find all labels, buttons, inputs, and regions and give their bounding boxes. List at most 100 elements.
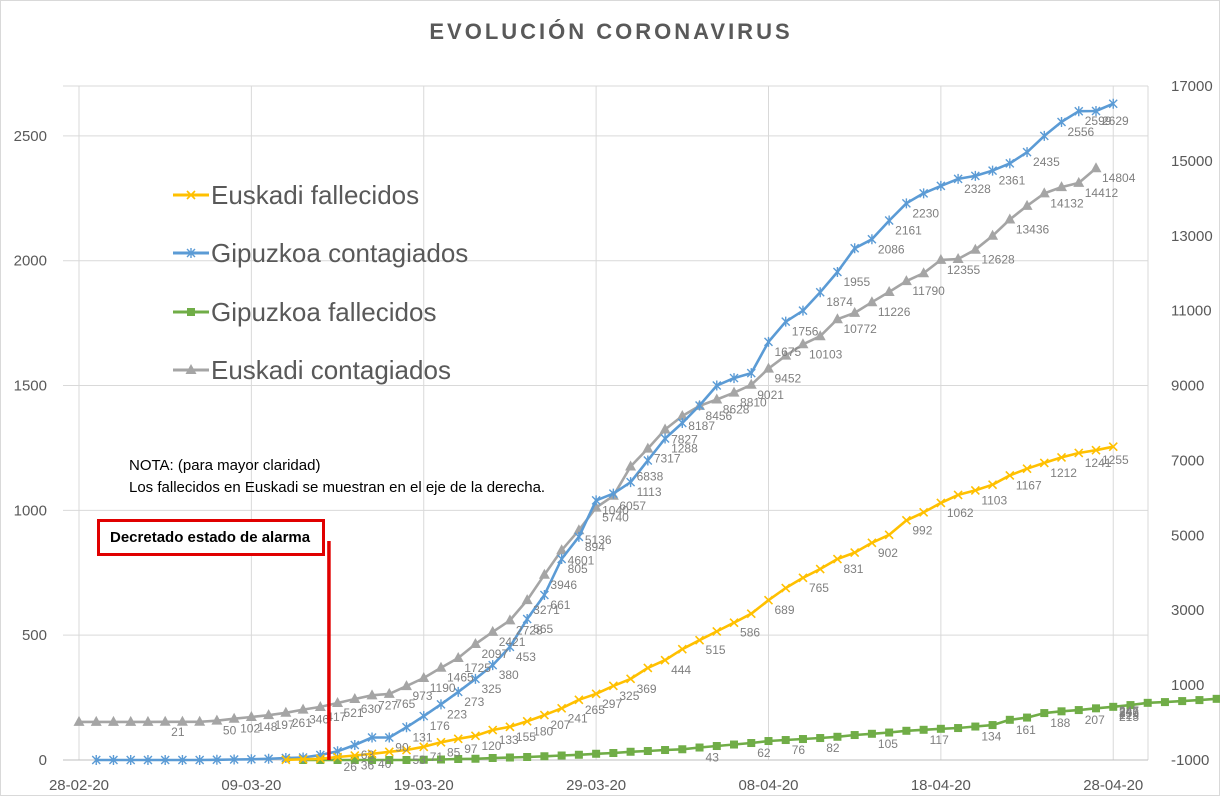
gipuzkoa-fallecidos-data-label: 117 [930,733,949,747]
euskadi-contagiados-data-label: 9452 [774,372,801,386]
euskadi-contagiados-data-label: 521 [344,706,364,720]
gipuzkoa-contagiados-point [126,755,136,765]
euskadi-fallecidos-point [988,480,998,490]
euskadi-fallecidos-data-label: 71 [430,750,444,764]
euskadi-contagiados-point [452,651,464,662]
y-left-tick-label: 2000 [14,253,47,270]
gipuzkoa-contagiados-point [695,400,705,411]
gipuzkoa-fallecidos-point [1057,707,1066,716]
euskadi-contagiados-point [504,614,516,625]
euskadi-contagiados-point [728,386,740,397]
gipuzkoa-contagiados-point [884,215,894,226]
euskadi-fallecidos-data-label: 297 [602,697,622,711]
gipuzkoa-fallecidos-point [436,755,445,764]
gipuzkoa-fallecidos-point [643,747,652,756]
euskadi-contagiados-point [211,714,223,725]
euskadi-contagiados-data-label: 8187 [688,419,715,433]
euskadi-fallecidos-point [712,626,722,637]
legend-label-euskadi-fallecidos: Euskadi fallecidos [211,180,419,210]
gipuzkoa-contagiados-data-label: 2556 [1068,125,1095,139]
gipuzkoa-fallecidos-point [885,728,894,737]
legend-marker-gipuzkoa-fallecidos [187,308,195,316]
gipuzkoa-contagiados-point [574,531,584,542]
gipuzkoa-contagiados-point [591,495,601,506]
euskadi-contagiados-data-label: 12628 [981,253,1015,267]
euskadi-fallecidos-data-label: 1255 [1102,453,1129,467]
euskadi-contagiados-data-label: 7317 [654,452,681,466]
gipuzkoa-contagiados-data-label: 131 [413,730,433,744]
gipuzkoa-contagiados-point [763,336,773,347]
euskadi-contagiados-point [314,700,326,711]
euskadi-fallecidos-data-label: 1167 [1016,478,1042,492]
euskadi-fallecidos-point [1108,442,1118,452]
gipuzkoa-fallecidos-point [454,755,463,764]
gipuzkoa-contagiados-data-label: 2161 [895,224,922,238]
gipuzkoa-contagiados-data-label: 380 [499,668,519,682]
chart-note: NOTA: (para mayor claridad) Los fallecid… [129,455,545,499]
euskadi-contagiados-point [831,313,843,324]
gipuzkoa-fallecidos-point [988,721,997,730]
euskadi-contagiados-data-label: 2728 [516,623,543,637]
gipuzkoa-fallecidos-point [764,737,773,746]
gipuzkoa-contagiados-point [815,287,825,298]
euskadi-contagiados-point [280,706,292,717]
euskadi-contagiados-data-label: 4601 [568,553,595,567]
euskadi-contagiados-data-label: 727 [378,698,398,712]
euskadi-contagiados-data-label: 8456 [706,409,733,423]
euskadi-contagiados-data-label: 3946 [550,578,577,592]
gipuzkoa-contagiados-point [1091,105,1101,116]
gipuzkoa-contagiados-point [919,188,929,199]
euskadi-fallecidos-data-label: 40 [378,757,392,771]
euskadi-contagiados-point [538,568,550,579]
gipuzkoa-fallecidos-data-label: 232 [1119,706,1139,720]
gipuzkoa-fallecidos-point [919,725,928,734]
y-right-tick-label: 17000 [1171,78,1213,95]
gipuzkoa-contagiados-point [108,755,118,765]
euskadi-fallecidos-point [781,583,791,593]
euskadi-contagiados-point [1073,176,1085,187]
euskadi-fallecidos-point [850,547,860,558]
euskadi-contagiados-point [1038,187,1050,198]
euskadi-fallecidos-point [470,731,481,741]
euskadi-fallecidos-point [591,689,601,699]
euskadi-fallecidos-point [419,742,429,752]
gipuzkoa-contagiados-data-label: 2328 [964,182,991,196]
euskadi-fallecidos-data-label: 1103 [981,493,1007,507]
euskadi-contagiados-point [159,715,171,726]
euskadi-contagiados-data-label: 1190 [430,681,456,695]
euskadi-contagiados-data-label: 6057 [619,499,646,513]
gipuzkoa-contagiados-point [798,305,808,316]
gipuzkoa-fallecidos-data-label: 43 [706,751,720,765]
gipuzkoa-contagiados-data-label: 1288 [671,441,698,455]
euskadi-fallecidos-data-label: 992 [912,523,932,537]
gipuzkoa-contagiados-point [626,477,636,488]
gipuzkoa-contagiados-data-label: 1113 [637,485,662,499]
euskadi-contagiados-data-label: 21 [171,725,185,739]
euskadi-contagiados-point [745,378,757,389]
euskadi-contagiados-data-label: 261 [292,716,312,730]
gipuzkoa-contagiados-data-label: 2435 [1033,155,1060,169]
euskadi-contagiados-data-label: 765 [395,697,415,711]
euskadi-contagiados-data-label: 1725 [464,661,491,675]
euskadi-fallecidos-point [746,609,756,619]
gipuzkoa-contagiados-point [488,660,498,671]
gipuzkoa-fallecidos-point [471,754,480,763]
euskadi-contagiados-data-label: 6838 [637,470,664,484]
euskadi-contagiados-point [642,442,654,453]
gipuzkoa-contagiados-point [1057,116,1067,127]
note-line-1: NOTA: (para mayor claridad) [129,457,321,474]
euskadi-fallecidos-data-label: 85 [447,745,461,759]
gipuzkoa-fallecidos-data-label: 245 [1119,705,1139,719]
euskadi-contagiados-point [487,625,499,636]
euskadi-contagiados-point [263,709,275,720]
gipuzkoa-contagiados-point [246,754,256,765]
euskadi-contagiados-data-label: 973 [413,689,433,703]
gipuzkoa-fallecidos-data-label: 229 [1119,708,1139,722]
euskadi-fallecidos-data-label: 831 [843,562,863,576]
gipuzkoa-contagiados-data-label: 2629 [1102,114,1129,128]
y-right-tick-label: 7000 [1171,452,1204,469]
alarm-annotation-label: Decretado estado de alarma [110,529,311,546]
gipuzkoa-fallecidos-point [730,740,739,749]
gipuzkoa-contagiados-point [712,380,722,391]
euskadi-contagiados-data-label: 3271 [533,603,560,617]
